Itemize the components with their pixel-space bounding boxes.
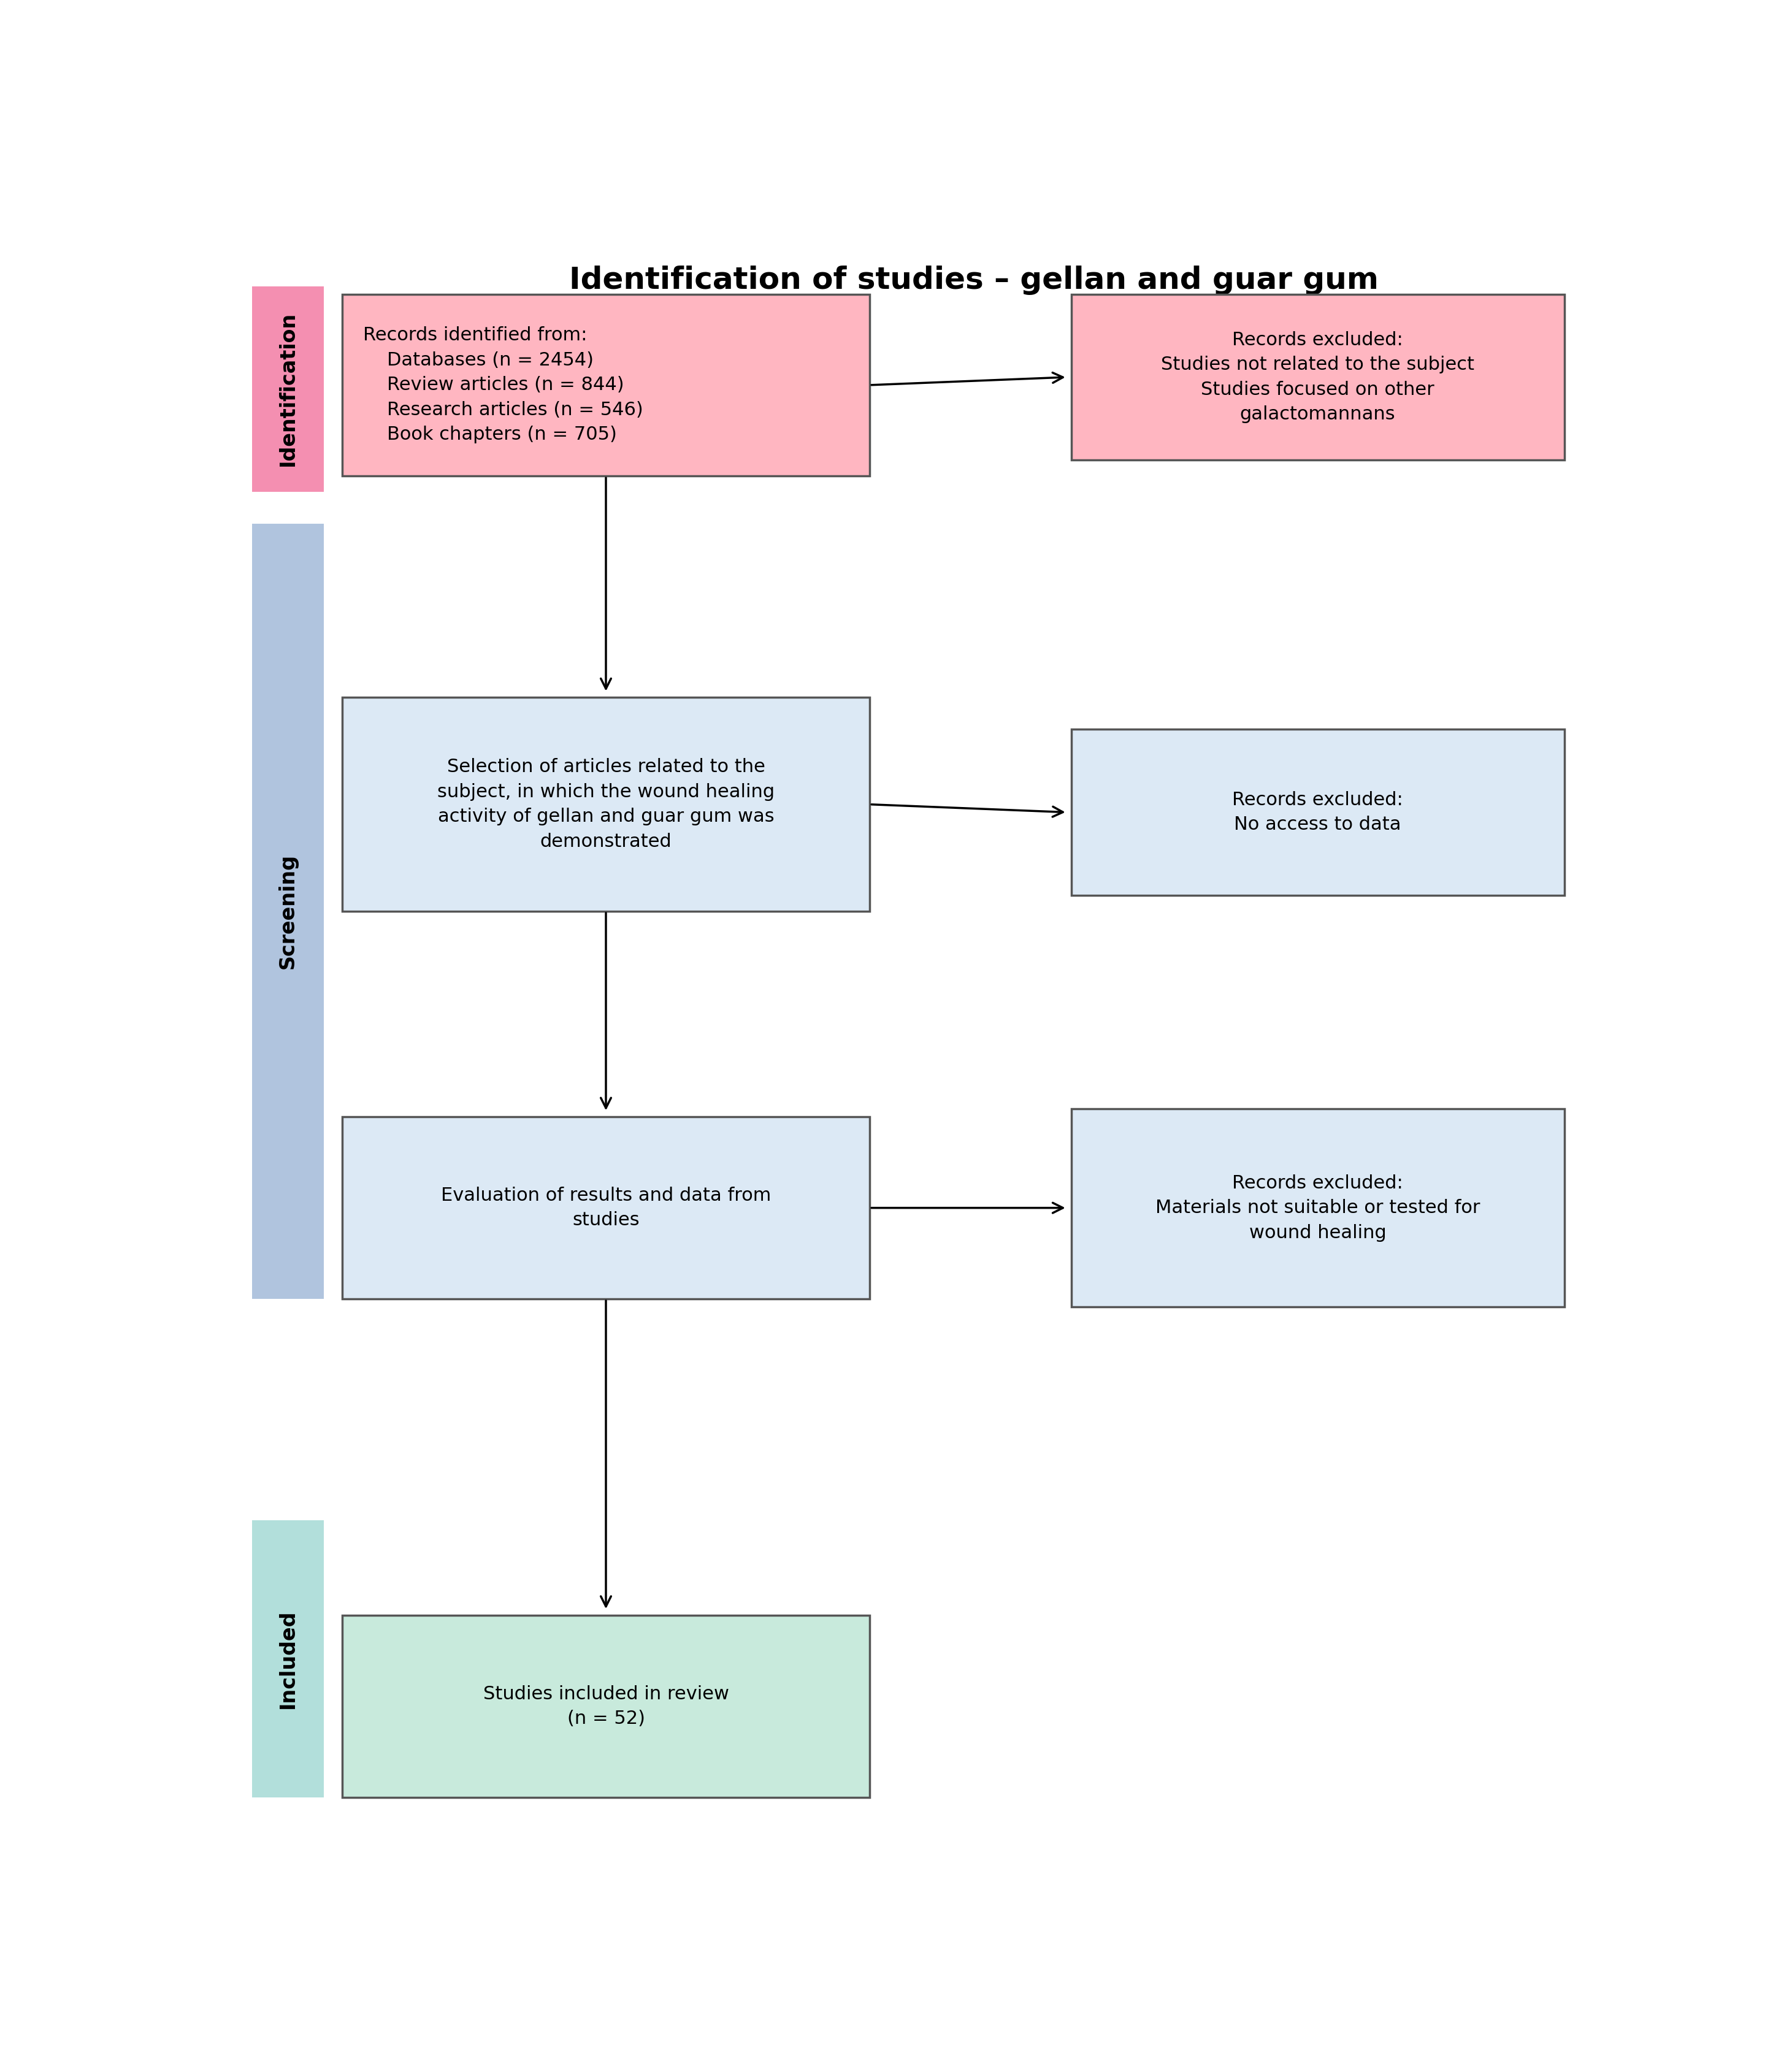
Bar: [251, 1521, 324, 1798]
Bar: [1072, 730, 1564, 896]
Text: Studies included in review
(n = 52): Studies included in review (n = 52): [484, 1685, 729, 1728]
Text: Selection of articles related to the
subject, in which the wound healing
activit: Selection of articles related to the sub…: [437, 758, 774, 851]
Bar: [342, 1118, 869, 1299]
Bar: [251, 286, 324, 491]
Text: Records identified from:
    Databases (n = 2454)
    Review articles (n = 844)
: Records identified from: Databases (n = …: [362, 327, 643, 444]
Bar: [342, 1615, 869, 1798]
Text: Screening: Screening: [278, 853, 297, 968]
Bar: [251, 524, 324, 1299]
Text: Identification of studies – gellan and guar gum: Identification of studies – gellan and g…: [570, 265, 1378, 296]
Text: Records excluded:
Studies not related to the subject
Studies focused on other
ga: Records excluded: Studies not related to…: [1161, 331, 1475, 423]
Text: Evaluation of results and data from
studies: Evaluation of results and data from stud…: [441, 1186, 771, 1229]
Text: Identification: Identification: [278, 312, 297, 466]
Bar: [342, 294, 869, 477]
Text: Records excluded:
Materials not suitable or tested for
wound healing: Records excluded: Materials not suitable…: [1156, 1173, 1480, 1241]
Bar: [1072, 1110, 1564, 1307]
Bar: [342, 697, 869, 910]
Text: Records excluded:
No access to data: Records excluded: No access to data: [1233, 791, 1403, 834]
Bar: [1072, 294, 1564, 460]
Text: Included: Included: [278, 1609, 297, 1708]
